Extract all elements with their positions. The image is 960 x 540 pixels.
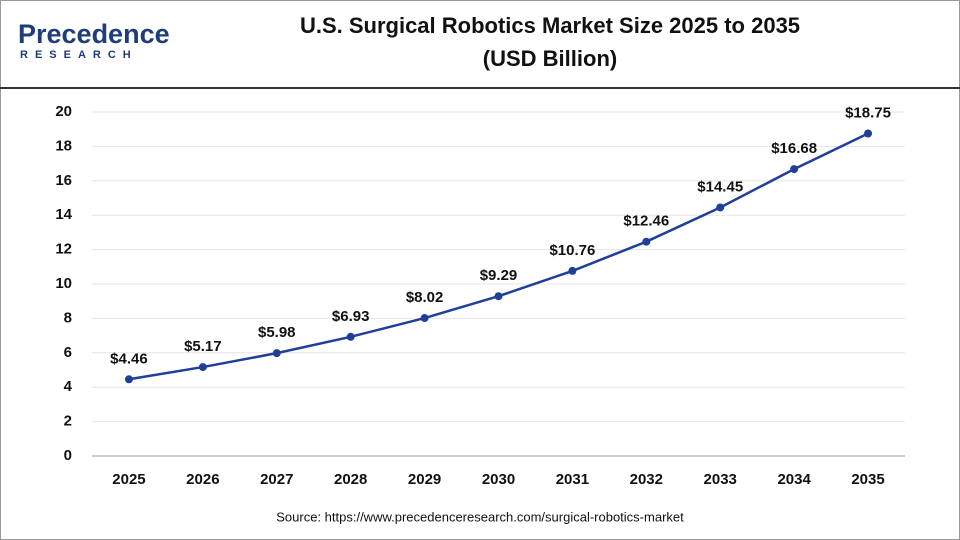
x-tick-label: 2031 [556,471,589,488]
y-tick-label: 4 [64,378,73,395]
y-tick-label: 6 [64,344,72,361]
point [494,292,503,301]
y-tick-label: 16 [55,172,72,189]
y-tick-label: 18 [55,137,72,154]
x-tick-label: 2027 [260,471,293,488]
x-tick-label: 2025 [112,471,145,488]
x-tick-label: 2033 [704,471,737,488]
value-label: $8.02 [406,289,444,306]
point [198,363,207,372]
source: Source: https://www.precedenceresearch.c… [276,509,684,524]
x-tick-label: 2026 [186,471,219,488]
value-label: $9.29 [480,267,518,284]
value-label: $6.93 [332,308,370,325]
y-tick-label: 2 [64,413,72,430]
point [864,129,873,138]
value-label: $5.98 [258,324,296,341]
value-label: $14.45 [697,178,743,195]
value-label: $12.46 [623,213,669,230]
value-label: $4.46 [110,350,148,367]
value-label: $18.75 [845,104,891,121]
y-tick-label: 12 [55,241,72,258]
point [790,165,799,174]
point [568,266,577,275]
chart-subtitle: (USD Billion) [483,46,617,71]
x-tick-label: 2032 [630,471,663,488]
point [346,332,355,341]
chart-title: U.S. Surgical Robotics Market Size 2025 … [300,13,800,38]
value-label: $5.17 [184,338,222,355]
x-tick-label: 2028 [334,471,367,488]
point [642,237,651,246]
value-label: $10.76 [549,242,595,259]
y-tick-label: 20 [55,103,72,120]
point [420,314,429,323]
y-tick-label: 10 [55,275,72,292]
logo-name: Precedence [18,19,170,49]
value-label: $16.68 [771,140,817,157]
x-tick-label: 2030 [482,471,515,488]
point [124,375,133,384]
x-tick-label: 2034 [777,471,811,488]
point [716,203,725,212]
y-tick-label: 8 [64,309,72,326]
y-tick-label: 14 [55,206,72,223]
x-tick-label: 2029 [408,471,441,488]
logo-tagline: RESEARCH [20,49,138,61]
y-tick-label: 0 [64,447,72,464]
x-tick-label: 2035 [851,471,884,488]
point [272,349,281,358]
